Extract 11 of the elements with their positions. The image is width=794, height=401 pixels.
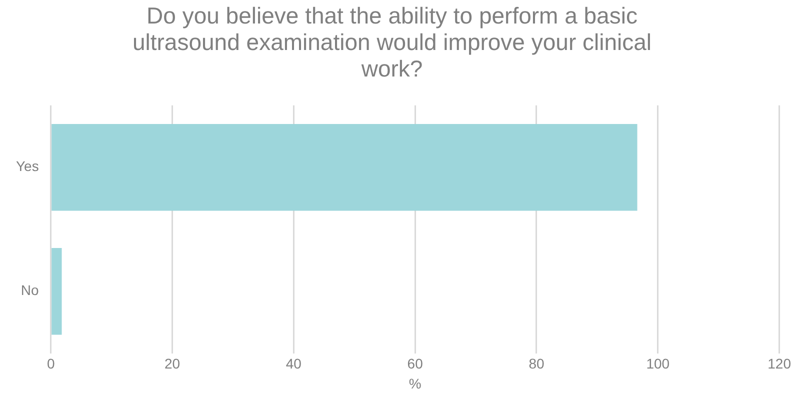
y-tick-label: No: [20, 282, 40, 298]
x-tick-label: 80: [528, 356, 544, 372]
x-axis-title: %: [408, 375, 422, 392]
x-tick-label: 40: [286, 356, 302, 372]
chart-title: Do you believe that the ability to perform a basic ultrasound examination would improve your clinical work?: [132, 2, 652, 82]
x-tick-label: 60: [407, 356, 424, 372]
x-tick-label: 100: [646, 356, 670, 372]
x-tick-label: 0: [46, 356, 55, 372]
y-tick-label: Yes: [16, 158, 39, 174]
x-tick-label: 120: [768, 356, 792, 372]
x-tick-label: 20: [164, 356, 180, 372]
